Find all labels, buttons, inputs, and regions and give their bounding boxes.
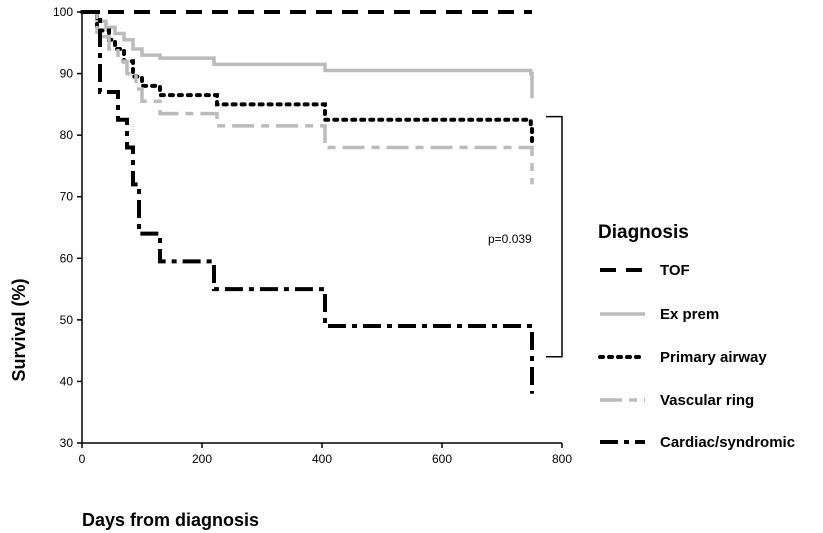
series-line-cardiac-syndromic: [82, 10, 534, 394]
axes: [81, 12, 562, 444]
x-tick-label: 800: [552, 452, 572, 466]
y-tick-label: 100: [53, 5, 73, 19]
y-tick-label: 50: [60, 313, 74, 327]
legend: Diagnosis TOF Ex prem Primary airway Vascul…: [598, 222, 795, 451]
legend-label: Ex prem: [660, 306, 719, 323]
series-line-ex-prem: [82, 10, 534, 99]
y-axis-title: Survival (%): [9, 278, 29, 381]
series-line-primary-airway: [80, 10, 534, 144]
legend-label: Cardiac/syndromic: [660, 434, 795, 451]
x-axis-title: Days from diagnosis: [82, 510, 259, 530]
y-tick-label: 90: [60, 67, 74, 81]
x-tick-label: 600: [432, 452, 452, 466]
x-tick-label: 0: [79, 452, 86, 466]
y-tick-label: 60: [60, 251, 74, 265]
y-tick-label: 40: [60, 374, 74, 388]
x-ticks: 0 200 400 600 800: [79, 443, 572, 466]
p-value-annotation: p=0.039: [488, 232, 532, 246]
legend-title: Diagnosis: [598, 222, 689, 243]
x-tick-label: 400: [312, 452, 332, 466]
legend-label: TOF: [660, 262, 690, 279]
series-line-vascular-ring: [82, 10, 534, 185]
series-lines: [80, 10, 534, 394]
y-tick-label: 70: [60, 190, 74, 204]
significance-bracket: [546, 115, 563, 358]
bracket-line: [546, 115, 563, 358]
y-tick-label: 30: [60, 436, 74, 450]
y-ticks: 30 40 50 60 70 80 90 100: [53, 5, 82, 450]
y-tick-label: 80: [60, 128, 74, 142]
x-tick-label: 200: [192, 452, 212, 466]
legend-label: Primary airway: [660, 349, 767, 366]
legend-label: Vascular ring: [660, 392, 754, 409]
